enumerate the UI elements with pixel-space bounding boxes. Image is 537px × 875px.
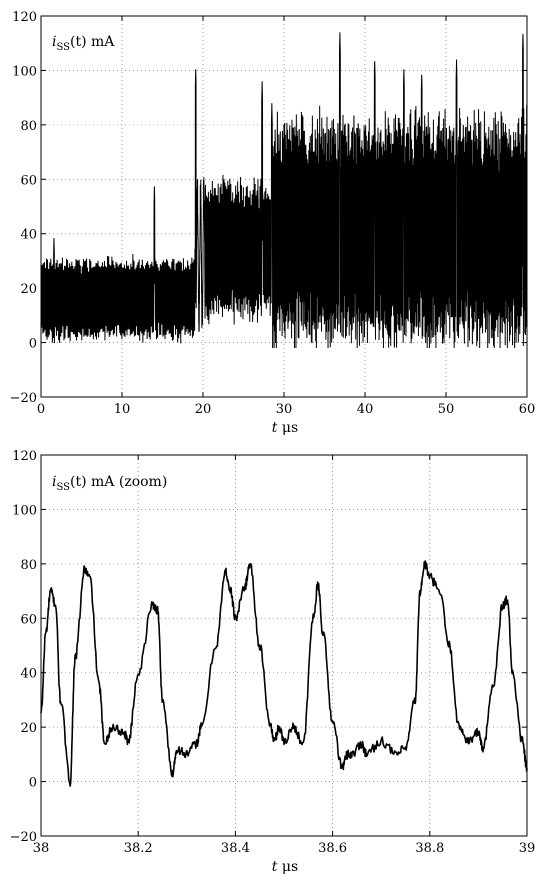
- x-tick-label: 38.6: [318, 841, 347, 856]
- x-tick-label: 10: [114, 402, 131, 417]
- y-tick-label: 100: [12, 64, 37, 79]
- x-tick-label: 40: [357, 402, 374, 417]
- y-tick-label: −20: [10, 391, 37, 406]
- y-tick-label: 80: [20, 119, 37, 134]
- y-tick-labels-full: −20 0 20 40 60 80 100 120: [10, 10, 37, 406]
- x-tick-label: 38.2: [124, 841, 153, 856]
- y-tick-label: 0: [29, 776, 37, 791]
- x-tick-label: 38: [33, 841, 50, 856]
- tick-marks-zoom: [40, 454, 528, 837]
- y-tick-label: 60: [20, 173, 37, 188]
- y-tick-label: 20: [20, 721, 37, 736]
- annotation-zoom: iSS(t) mA (zoom): [52, 474, 167, 493]
- series-line-full: [40, 32, 528, 349]
- x-tick-label: 39: [519, 841, 536, 856]
- panel-zoom: 38 38.2 38.4 38.6 38.8 39 −20020406080100120 …: [10, 449, 536, 875]
- series-line-zoom: [40, 560, 528, 787]
- y-tick-label: 0: [29, 337, 37, 352]
- x-tick-label: 0: [37, 402, 45, 417]
- x-axis-label-zoom: t μs: [272, 859, 298, 875]
- x-tick-labels-full: 0 10 20 30 40 50 60: [37, 402, 535, 417]
- y-tick-label: 20: [20, 282, 37, 297]
- x-tick-label: 60: [519, 402, 536, 417]
- x-tick-label: 38.4: [221, 841, 250, 856]
- y-tick-label: −20: [10, 830, 37, 845]
- y-tick-label: 40: [20, 667, 37, 682]
- y-tick-label: 40: [20, 228, 37, 243]
- x-tick-labels-zoom: 38 38.2 38.4 38.6 38.8 39: [33, 841, 536, 856]
- x-axis-label-full: t μs: [272, 420, 298, 436]
- y-tick-labels-zoom: −20 0 20 40 60 80 100 120: [10, 449, 37, 845]
- y-tick-label: 120: [12, 449, 37, 464]
- x-tick-label: 50: [438, 402, 455, 417]
- y-tick-label: 80: [20, 558, 37, 573]
- x-tick-label: 38.8: [415, 841, 444, 856]
- annotation-full: iSS(t) mA: [52, 34, 115, 53]
- plot-frame-zoom: [40, 454, 528, 837]
- y-tick-label: 100: [12, 503, 37, 518]
- tick-marks-full: [40, 15, 528, 398]
- grid-lines-zoom: [41, 455, 527, 836]
- x-tick-label: 20: [195, 402, 212, 417]
- y-tick-label: 60: [20, 612, 37, 627]
- x-tick-label: 30: [276, 402, 293, 417]
- y-tick-label: 120: [12, 10, 37, 25]
